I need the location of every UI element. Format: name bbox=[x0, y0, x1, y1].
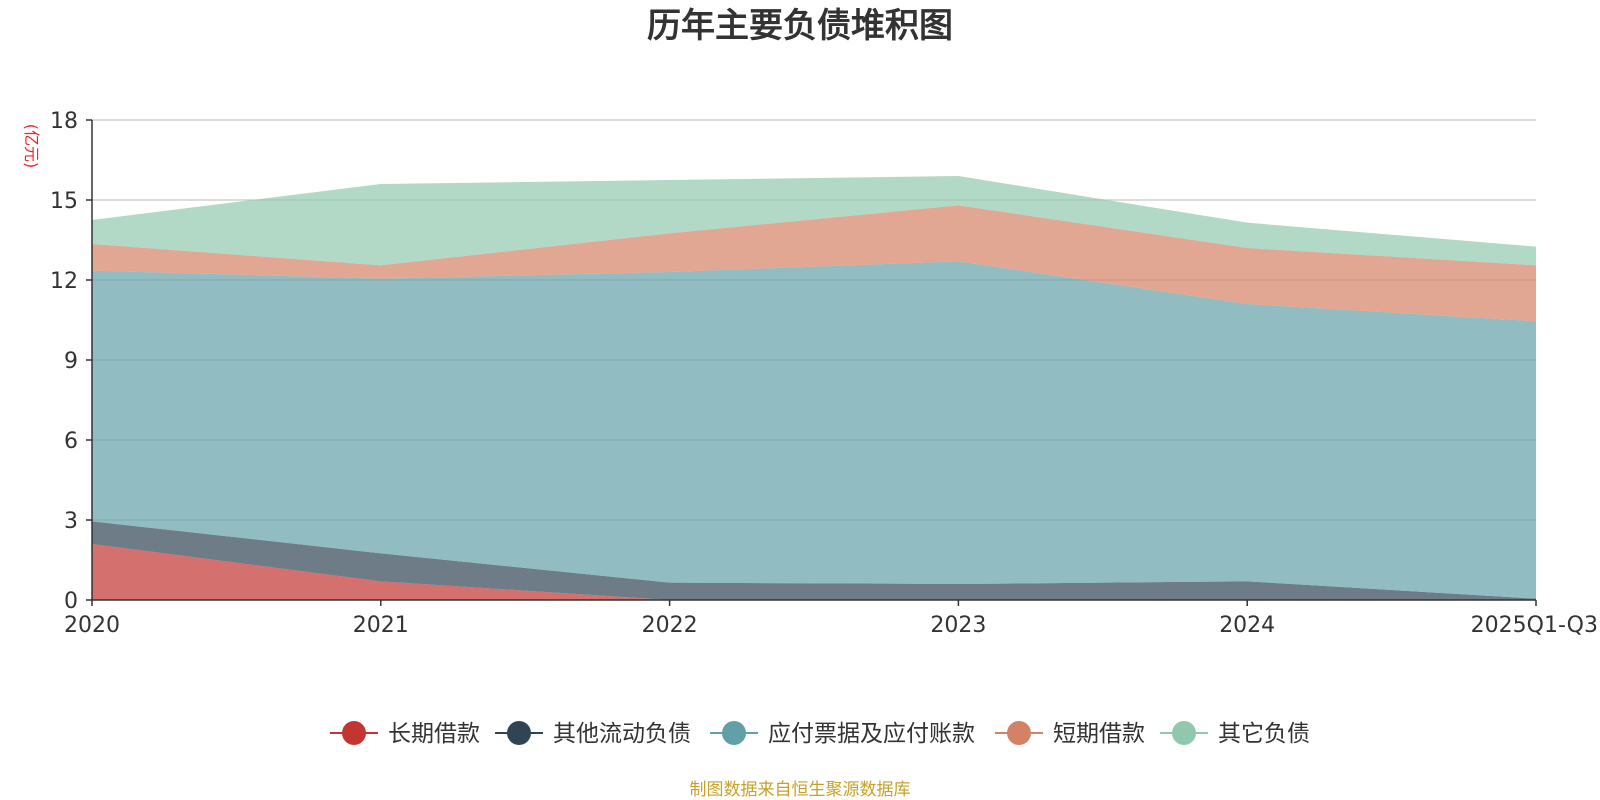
area-series-1 bbox=[92, 521, 1536, 600]
y-tick-label: 18 bbox=[50, 109, 78, 134]
x-tick-label: 2023 bbox=[930, 613, 986, 638]
y-axis-unit-label: (亿元) bbox=[22, 124, 41, 169]
x-tick-label: 2024 bbox=[1219, 613, 1275, 638]
y-tick-labels: 0 3 6 9 12 15 18 bbox=[50, 109, 78, 614]
y-tick-label: 9 bbox=[64, 349, 78, 374]
axes bbox=[86, 119, 1537, 606]
x-tick-labels: 2020 2021 2022 2023 2024 2025Q1-Q3 bbox=[64, 613, 1598, 638]
legend-label: 其它负债 bbox=[1218, 721, 1310, 747]
y-tick-label: 6 bbox=[64, 429, 78, 454]
area-series-4 bbox=[92, 176, 1536, 266]
y-tick-label: 0 bbox=[64, 589, 78, 614]
y-tick-label: 3 bbox=[64, 509, 78, 534]
legend-marker bbox=[507, 721, 531, 745]
data-source-note: 制图数据来自恒生聚源数据库 bbox=[690, 780, 911, 800]
legend-item-3[interactable]: 短期借款 bbox=[995, 721, 1145, 747]
legend-marker bbox=[342, 721, 366, 745]
x-tick-label: 2025Q1-Q3 bbox=[1471, 613, 1598, 638]
area-series-2 bbox=[92, 261, 1536, 599]
legend-label: 长期借款 bbox=[388, 721, 480, 747]
legend-label: 其他流动负债 bbox=[553, 721, 691, 747]
chart-title: 历年主要负债堆积图 bbox=[647, 6, 953, 46]
x-tick-label: 2020 bbox=[64, 613, 120, 638]
y-tick-label: 12 bbox=[50, 269, 78, 294]
legend-marker bbox=[1172, 721, 1196, 745]
legend-item-4[interactable]: 其它负债 bbox=[1160, 721, 1310, 747]
legend-item-0[interactable]: 长期借款 bbox=[330, 721, 480, 747]
x-tick-label: 2021 bbox=[353, 613, 409, 638]
x-tick-label: 2022 bbox=[642, 613, 698, 638]
legend-label: 短期借款 bbox=[1053, 721, 1145, 747]
legend-marker bbox=[722, 721, 746, 745]
y-tick-label: 15 bbox=[50, 189, 78, 214]
area-series-group bbox=[92, 176, 1536, 600]
legend[interactable]: 长期借款 其他流动负债 应付票据及应付账款 短期借款 其它负债 bbox=[330, 721, 1310, 747]
area-series-0 bbox=[92, 544, 1536, 600]
legend-item-1[interactable]: 其他流动负债 bbox=[495, 721, 691, 747]
area-series-3 bbox=[92, 205, 1536, 322]
legend-marker bbox=[1007, 721, 1031, 745]
legend-item-2[interactable]: 应付票据及应付账款 bbox=[710, 721, 975, 747]
legend-label: 应付票据及应付账款 bbox=[768, 721, 975, 747]
